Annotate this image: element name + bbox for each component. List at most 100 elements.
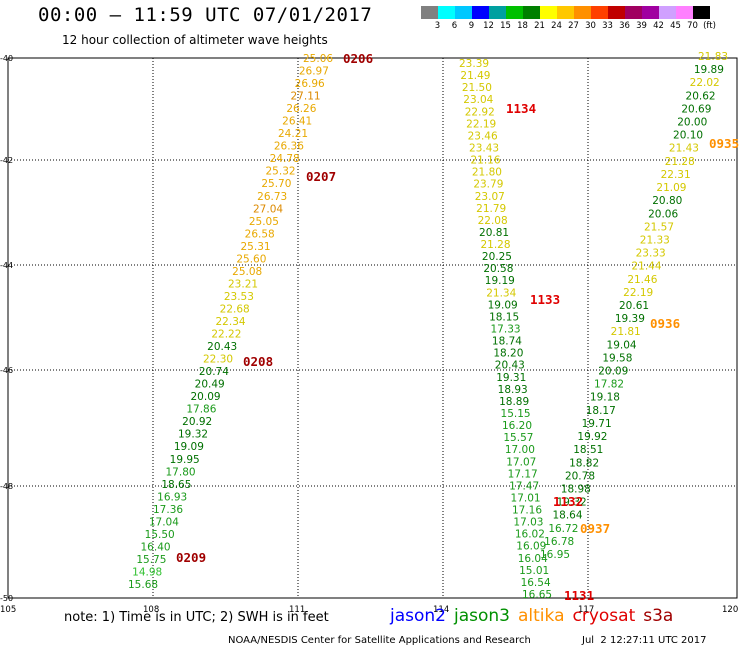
swh-value: 19.19: [485, 275, 515, 287]
swh-value: 21.28: [480, 239, 510, 251]
swh-value: 23.21: [228, 278, 258, 290]
swh-value: 25.60: [236, 253, 266, 265]
swh-value: 17.33: [491, 324, 521, 336]
swh-value: 21.81: [611, 326, 641, 338]
swh-value: 18.51: [573, 444, 603, 456]
swh-value: 15.68: [128, 579, 158, 591]
swh-value: 17.16: [512, 505, 542, 517]
swh-value: 23.07: [475, 191, 505, 203]
swh-value: 22.30: [203, 354, 233, 366]
legend-swatch: [574, 6, 591, 19]
swh-value: 16.09: [516, 541, 546, 553]
swh-value: 21.16: [470, 155, 500, 167]
swh-value: 17.47: [509, 480, 539, 492]
swh-value: 18.17: [586, 405, 616, 417]
swh-value: 22.31: [661, 169, 691, 181]
swh-value: 19.09: [488, 299, 518, 311]
swh-value: 25.06: [303, 53, 333, 65]
x-tick-label: 105: [0, 605, 16, 615]
swh-value: 22.02: [690, 77, 720, 89]
map-frame: [7, 57, 738, 599]
swh-value: 22.92: [465, 106, 495, 118]
swh-value: 22.68: [220, 303, 250, 315]
swh-value: 27.04: [253, 203, 283, 215]
legend-swatch: [659, 6, 676, 19]
swh-value: 22.22: [211, 329, 241, 341]
legend-label: 15: [500, 21, 511, 31]
swh-value: 16.95: [540, 549, 570, 561]
satellite-name: jason2: [390, 606, 446, 626]
swh-value: 17.04: [149, 516, 179, 528]
swh-value: 25.05: [249, 216, 279, 228]
legend-label: 36: [619, 21, 630, 31]
swh-value: 16.65: [522, 589, 552, 601]
swh-value: 19.18: [590, 392, 620, 404]
legend-swatch: [438, 6, 455, 19]
swh-value: 16.78: [544, 536, 574, 548]
swh-value: 25.31: [241, 241, 271, 253]
legend-swatch: [506, 6, 523, 19]
footer-date: Jul 2 12:27:11 UTC 2017: [582, 635, 707, 646]
swh-value: 14.98: [132, 566, 162, 578]
legend-label: 39: [636, 21, 647, 31]
swh-value: 24.21: [278, 128, 308, 140]
swh-value: 20.25: [482, 251, 512, 263]
pass-time-label: 0209: [176, 550, 206, 565]
swh-value: 22.34: [216, 316, 246, 328]
pass-time-label: 0935: [709, 136, 739, 151]
pass-time-label: 1133: [530, 292, 560, 307]
swh-value: 23.39: [459, 58, 489, 70]
swh-value: 21.49: [460, 70, 490, 82]
swh-value: 20.92: [182, 416, 212, 428]
swh-value: 26.41: [282, 116, 312, 128]
pass-time-label: 1132: [553, 494, 583, 509]
swh-value: 26.97: [299, 66, 329, 78]
pass-time-label: 0207: [306, 169, 336, 184]
swh-value: 20.81: [479, 227, 509, 239]
pass-time-label: 1134: [506, 101, 536, 116]
x-tick-label: 114: [433, 605, 449, 615]
legend-label: 21: [534, 21, 545, 31]
legend-swatch: [557, 6, 574, 19]
swh-value: 19.31: [496, 372, 526, 384]
swh-value: 20.74: [199, 366, 229, 378]
swh-value: 19.39: [615, 313, 645, 325]
swh-value: 21.33: [640, 234, 670, 246]
swh-value: 21.44: [631, 261, 661, 273]
swh-value: 17.00: [505, 444, 535, 456]
legend-swatch: [489, 6, 506, 19]
y-tick-label: -50: [0, 594, 13, 603]
swh-value: 26.73: [257, 191, 287, 203]
swh-value: 20.00: [677, 117, 707, 129]
swh-value: 21.28: [665, 156, 695, 168]
swh-value: 17.01: [511, 492, 541, 504]
legend-label: 33: [602, 21, 613, 31]
legend-label: 18: [517, 21, 528, 31]
swh-value: 20.58: [483, 263, 513, 275]
y-tick-label: -46: [0, 366, 13, 375]
swh-value: 21.09: [656, 182, 686, 194]
swh-value: 23.46: [468, 130, 498, 142]
swh-value: 17.86: [186, 404, 216, 416]
legend-label: 27: [568, 21, 579, 31]
pass-time-label: 1131: [564, 588, 594, 603]
swh-value: 16.72: [548, 523, 578, 535]
satellite-name: cryosat: [572, 606, 636, 626]
legend-label: 30: [585, 21, 596, 31]
swh-value: 16.40: [141, 541, 171, 553]
swh-value: 21.50: [462, 82, 492, 94]
swh-value: 25.08: [232, 266, 262, 278]
x-tick-label: 111: [289, 605, 305, 615]
y-tick-label: -44: [0, 261, 13, 270]
swh-value: 19.71: [582, 418, 612, 430]
swh-value: 20.61: [619, 300, 649, 312]
swh-value: 23.33: [636, 248, 666, 260]
swh-value: 24.78: [270, 153, 300, 165]
units-note: note: 1) Time is in UTC; 2) SWH is in fe…: [64, 610, 329, 625]
legend-swatch: [693, 6, 710, 19]
legend-label: 9: [468, 21, 475, 31]
swh-value: 21.46: [627, 274, 657, 286]
legend-swatch: [642, 6, 659, 19]
